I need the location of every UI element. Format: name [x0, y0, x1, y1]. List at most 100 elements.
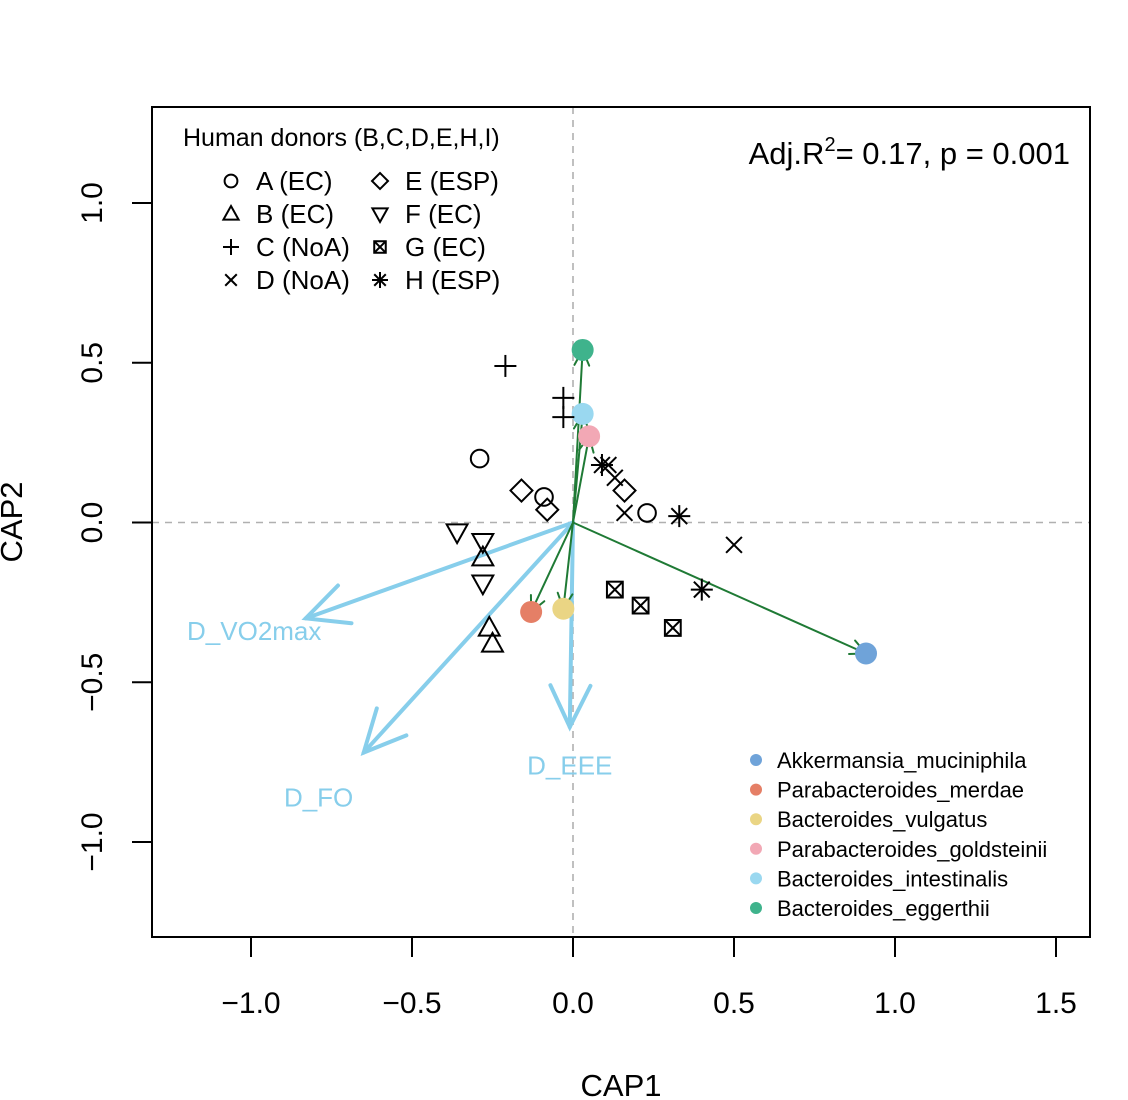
sample-point-e	[612, 478, 637, 503]
species-legend-label-parabacteroides-merdae: Parabacteroides_merdae	[777, 778, 1024, 803]
species-legend-label-bacteroides-vulgatus: Bacteroides_vulgatus	[777, 807, 987, 832]
sample-point-c	[552, 386, 575, 409]
sample-point-a	[637, 503, 657, 523]
env-vector-d-eee	[548, 520, 593, 732]
sample-point-b	[480, 630, 505, 653]
species-arrow-bacteroides-vulgatus-shaft	[562, 521, 574, 610]
donor-legend-entries: A (EC)B (EC)C (NoA)D (NoA) E (ESP)F (EC)G…	[221, 166, 500, 295]
sample-point-f	[470, 574, 495, 597]
sample-point-c	[552, 406, 575, 429]
y-tick-label: 0.5	[76, 342, 109, 384]
species-arrow-bacteroides-eggerthii-shaft	[572, 348, 584, 524]
species-legend-dot-parabacteroides-merdae	[750, 783, 762, 796]
donor-legend-symbol-triangle-down	[370, 207, 390, 225]
env-vector-d-vo2max-label: D_VO2max	[187, 616, 321, 646]
sample-point-g	[605, 580, 624, 599]
donor-legend-label: H (ESP)	[405, 265, 500, 295]
y-tick-label: 0.0	[76, 502, 109, 544]
species-legend-dot-bacteroides-eggerthii	[750, 902, 762, 914]
x-axis-title: CAP1	[581, 1068, 662, 1100]
sample-point-d	[725, 536, 743, 554]
donor-legend-label: F (EC)	[405, 199, 482, 229]
sample-point-h	[590, 453, 613, 476]
donor-legend-label: B (EC)	[256, 199, 334, 229]
species-point-parabacteroides-goldsteinii	[578, 425, 601, 448]
donor-legend-symbol-diamond	[370, 171, 390, 191]
x-tick-label: 1.0	[874, 987, 916, 1020]
sample-point-a	[469, 448, 490, 469]
species-legend-dot-bacteroides-intestinalis	[750, 872, 762, 885]
env-vector-d-eee-shaft	[567, 520, 575, 729]
env-vector-d-fo-head	[360, 706, 409, 756]
species-legend-label-bacteroides-eggerthii: Bacteroides_eggerthii	[777, 896, 990, 921]
env-vector-d-vo2max	[301, 520, 575, 626]
species-point-parabacteroides-merdae	[520, 600, 543, 623]
species-point-bacteroides-vulgatus	[552, 597, 575, 620]
annotation-superscript: 2	[824, 134, 835, 156]
donor-legend: Human donors (B,C,D,E,H,I) A (EC)B (EC)C…	[183, 124, 500, 295]
donor-legend-label: C (NoA)	[256, 232, 350, 262]
species-arrow-parabacteroides-goldsteinii-shaft	[572, 435, 591, 524]
sample-point-c	[494, 354, 517, 377]
sample-point-f	[444, 523, 470, 546]
x-tick-label: 0.0	[552, 987, 594, 1020]
species-legend-dot-parabacteroides-goldsteinii	[750, 842, 762, 855]
species-legend-dot-bacteroides-vulgatus	[750, 813, 762, 826]
species-legend-label-bacteroides-intestinalis: Bacteroides_intestinalis	[777, 866, 1008, 891]
species-points	[520, 338, 878, 665]
x-axis: −1.0 −0.5 0.0 0.5 1.0 1.5	[221, 936, 1077, 1020]
y-tick-label: −0.5	[76, 653, 109, 712]
sample-points	[444, 354, 743, 653]
sample-point-e	[509, 478, 534, 503]
fit-annotation: Adj.R2= 0.17, p = 0.001	[749, 134, 1070, 171]
species-arrows	[529, 347, 869, 655]
donor-legend-symbol-triangle-up	[221, 203, 241, 221]
sample-point-g	[631, 596, 650, 615]
env-vector-d-fo-label: D_FO	[284, 782, 353, 812]
sample-point-h	[690, 578, 713, 601]
donor-legend-label: D (NoA)	[256, 265, 350, 295]
sample-point-d	[615, 504, 634, 522]
sample-point-f	[470, 532, 495, 555]
donor-legend-symbol-asterisk	[372, 272, 388, 288]
species-arrow-akkermansia-muciniphila-shaft	[572, 521, 868, 655]
species-legend: Akkermansia_muciniphila Parabacteroides_m…	[750, 748, 1047, 921]
species-legend-dot-akkermansia-muciniphila	[750, 754, 762, 766]
y-tick-label: −1.0	[76, 812, 109, 871]
sample-point-h	[668, 505, 691, 528]
donor-legend-label: E (ESP)	[405, 166, 499, 196]
x-tick-label: 1.5	[1035, 987, 1077, 1020]
x-tick-label: −0.5	[382, 987, 441, 1020]
species-legend-label-akkermansia-muciniphila: Akkermansia_muciniphila	[777, 748, 1027, 773]
env-vector-d-fo	[360, 520, 575, 756]
species-point-akkermansia-muciniphila	[855, 642, 878, 665]
sample-point-e	[534, 497, 560, 523]
sample-point-a	[534, 487, 554, 507]
annotation-suffix: = 0.17, p = 0.001	[836, 136, 1070, 171]
donor-legend-symbol-circle	[223, 173, 239, 189]
y-axis: −1.0 −0.5 0.0 0.5 1.0	[76, 182, 153, 872]
donor-legend-label: A (EC)	[256, 166, 333, 196]
plot-area: D_VO2max D_FO D_EEE	[152, 107, 1090, 937]
env-vector-d-fo-shaft	[361, 520, 575, 755]
sample-point-b	[470, 544, 495, 567]
donor-legend-title: Human donors (B,C,D,E,H,I)	[183, 124, 500, 152]
species-arrow-parabacteroides-merdae-shaft	[530, 521, 574, 613]
species-legend-label-parabacteroides-goldsteinii: Parabacteroides_goldsteinii	[777, 837, 1047, 862]
donor-legend-label: G (EC)	[405, 232, 486, 262]
env-vector-d-vo2max-shaft	[303, 520, 575, 621]
environment-vectors: D_VO2max D_FO D_EEE	[187, 520, 612, 812]
sample-point-b	[477, 614, 502, 637]
species-point-bacteroides-intestinalis	[571, 402, 594, 425]
env-vector-d-eee-label: D_EEE	[527, 750, 612, 780]
x-tick-label: −1.0	[221, 987, 280, 1020]
x-tick-label: 0.5	[713, 987, 755, 1020]
sample-point-g	[663, 619, 682, 637]
species-point-bacteroides-eggerthii	[571, 338, 594, 361]
env-vector-d-eee-head	[548, 683, 593, 732]
y-tick-label: 1.0	[76, 182, 109, 224]
env-vector-d-vo2max-head	[301, 583, 354, 626]
annotation-prefix: Adj.R	[749, 136, 825, 171]
donor-legend-symbol-cross	[224, 273, 238, 287]
